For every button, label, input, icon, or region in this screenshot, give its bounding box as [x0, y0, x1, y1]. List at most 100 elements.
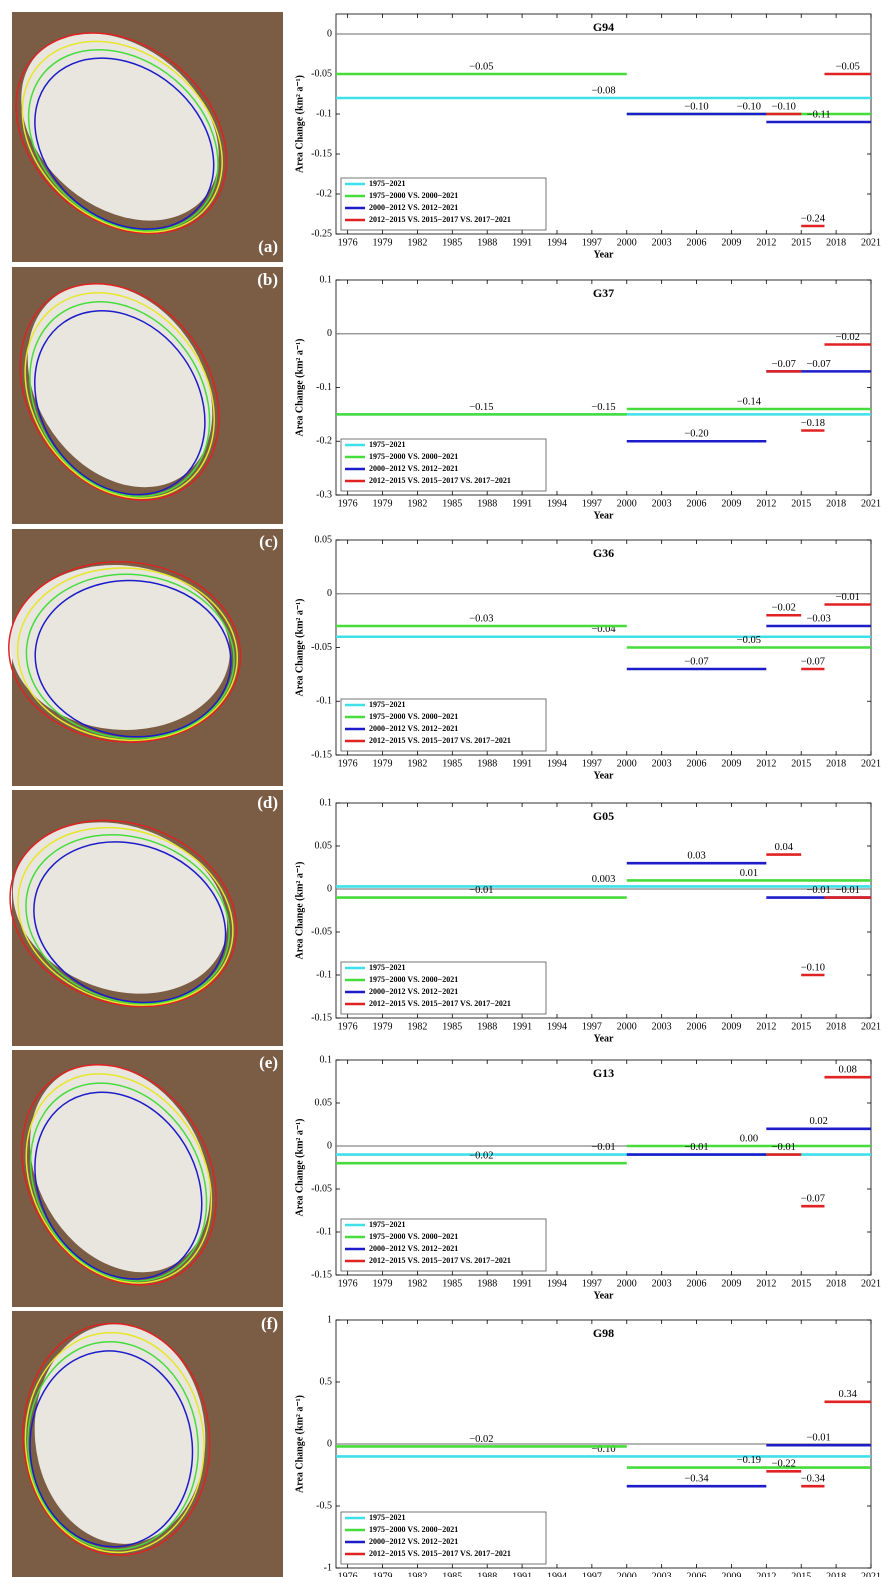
x-tick-label: 1976	[338, 1571, 358, 1577]
y-tick-label: 0.5	[320, 1376, 333, 1387]
y-tick-label: -1	[324, 1562, 332, 1573]
x-tick-label: 2021	[861, 1571, 881, 1577]
x-tick-label: 2000	[617, 1278, 637, 1289]
y-tick-label: -0.05	[311, 1183, 332, 1194]
value-label: 0.003	[592, 874, 616, 885]
x-tick-label: 2000	[617, 498, 637, 509]
x-tick-label: 2012	[756, 237, 776, 248]
x-tick-label: 1994	[547, 1021, 567, 1032]
value-label: −0.08	[591, 85, 615, 96]
x-tick-label: 1979	[373, 1278, 393, 1289]
legend-label: 1975−2000 VS. 2000−2021	[369, 191, 458, 200]
legend-label: 1975−2000 VS. 2000−2021	[369, 1232, 458, 1241]
x-tick-label: 2003	[652, 758, 672, 769]
value-label: −0.05	[836, 61, 860, 72]
x-tick-label: 2006	[687, 1571, 707, 1577]
legend-label: 2012−2015 VS. 2015−2017 VS. 2017−2021	[369, 999, 511, 1008]
value-label: −0.05	[737, 635, 761, 646]
x-tick-label: 1994	[547, 758, 567, 769]
legend-label: 2000−2012 VS. 2012−2021	[369, 1537, 458, 1546]
y-tick-label: -0.1	[316, 108, 332, 119]
x-tick-label: 2006	[687, 1278, 707, 1289]
value-label: −0.24	[801, 213, 826, 224]
value-label: 0.08	[839, 1065, 857, 1076]
legend-label: 1975−2021	[369, 1513, 406, 1522]
x-tick-label: 1982	[407, 758, 427, 769]
panel-label: (b)	[257, 270, 278, 289]
x-tick-label: 2009	[721, 758, 741, 769]
x-tick-label: 1994	[547, 1278, 567, 1289]
x-tick-label: 2006	[687, 758, 707, 769]
chart-title: G94	[593, 20, 614, 34]
x-tick-label: 1976	[338, 758, 358, 769]
x-tick-label: 2009	[721, 1278, 741, 1289]
value-label: −0.01	[807, 1433, 831, 1444]
x-tick-label: 1988	[477, 1278, 497, 1289]
value-label: −0.22	[772, 1459, 796, 1470]
legend-label: 2012−2015 VS. 2015−2017 VS. 2017−2021	[369, 215, 511, 224]
x-tick-label: 2018	[826, 237, 846, 248]
y-tick-label: -0.05	[311, 642, 332, 653]
x-axis-label: Year	[594, 510, 615, 521]
value-label: −0.10	[801, 962, 825, 973]
legend-label: 2000−2012 VS. 2012−2021	[369, 203, 458, 212]
legend-label: 2000−2012 VS. 2012−2021	[369, 464, 458, 473]
x-tick-label: 2003	[652, 237, 672, 248]
x-tick-label: 1982	[407, 1278, 427, 1289]
value-label: −0.01	[684, 1142, 708, 1153]
x-tick-label: 2003	[652, 498, 672, 509]
x-tick-label: 2012	[756, 1571, 776, 1577]
value-label: −0.18	[801, 418, 825, 429]
x-tick-label: 2015	[791, 1021, 811, 1032]
x-tick-label: 1994	[547, 1571, 567, 1577]
x-tick-label: 2003	[652, 1278, 672, 1289]
y-tick-label: -0.5	[316, 1500, 332, 1511]
x-tick-label: 1997	[582, 1278, 602, 1289]
y-tick-label: 0.1	[320, 797, 333, 808]
x-axis-label: Year	[594, 1290, 615, 1301]
x-tick-label: 1979	[373, 237, 393, 248]
x-tick-label: 1982	[407, 1021, 427, 1032]
panel-label: (c)	[259, 532, 278, 551]
value-label: −0.07	[807, 359, 831, 370]
x-tick-label: 1985	[442, 498, 462, 509]
x-tick-label: 2018	[826, 758, 846, 769]
value-label: 0.00	[740, 1133, 758, 1144]
y-tick-label: -0.05	[311, 926, 332, 937]
x-tick-label: 2012	[756, 498, 776, 509]
x-tick-label: 1988	[477, 498, 497, 509]
legend-label: 2000−2012 VS. 2012−2021	[369, 987, 458, 996]
x-tick-label: 2015	[791, 1278, 811, 1289]
value-label: 0.34	[839, 1389, 858, 1400]
x-tick-label: 2006	[687, 498, 707, 509]
x-tick-label: 1991	[512, 1278, 532, 1289]
x-tick-label: 2000	[617, 1571, 637, 1577]
value-label: −0.10	[737, 101, 761, 112]
chart-title: G37	[593, 286, 614, 300]
y-tick-label: 0	[327, 328, 332, 339]
x-tick-label: 2012	[756, 758, 776, 769]
x-tick-label: 1997	[582, 498, 602, 509]
y-tick-label: 0	[327, 883, 332, 894]
value-label: −0.11	[807, 109, 831, 120]
x-tick-label: 2018	[826, 1021, 846, 1032]
x-tick-label: 2000	[617, 237, 637, 248]
value-label: −0.01	[469, 885, 493, 896]
x-tick-label: 1976	[338, 498, 358, 509]
x-tick-label: 2009	[721, 237, 741, 248]
x-tick-label: 1994	[547, 237, 567, 248]
value-label: 0.04	[775, 842, 794, 853]
x-tick-label: 1985	[442, 1278, 462, 1289]
x-tick-label: 1979	[373, 758, 393, 769]
x-tick-label: 1976	[338, 1021, 358, 1032]
legend-label: 2000−2012 VS. 2012−2021	[369, 724, 458, 733]
value-label: 0.01	[740, 868, 758, 879]
chart-title: G98	[593, 1326, 614, 1340]
y-tick-label: -0.15	[311, 1269, 332, 1280]
legend-label: 1975−2000 VS. 2000−2021	[369, 975, 458, 984]
value-label: −0.02	[836, 332, 860, 343]
value-label: −0.01	[772, 1142, 796, 1153]
panel-label: (a)	[258, 237, 278, 256]
value-label: −0.34	[684, 1474, 709, 1485]
x-tick-label: 1991	[512, 237, 532, 248]
